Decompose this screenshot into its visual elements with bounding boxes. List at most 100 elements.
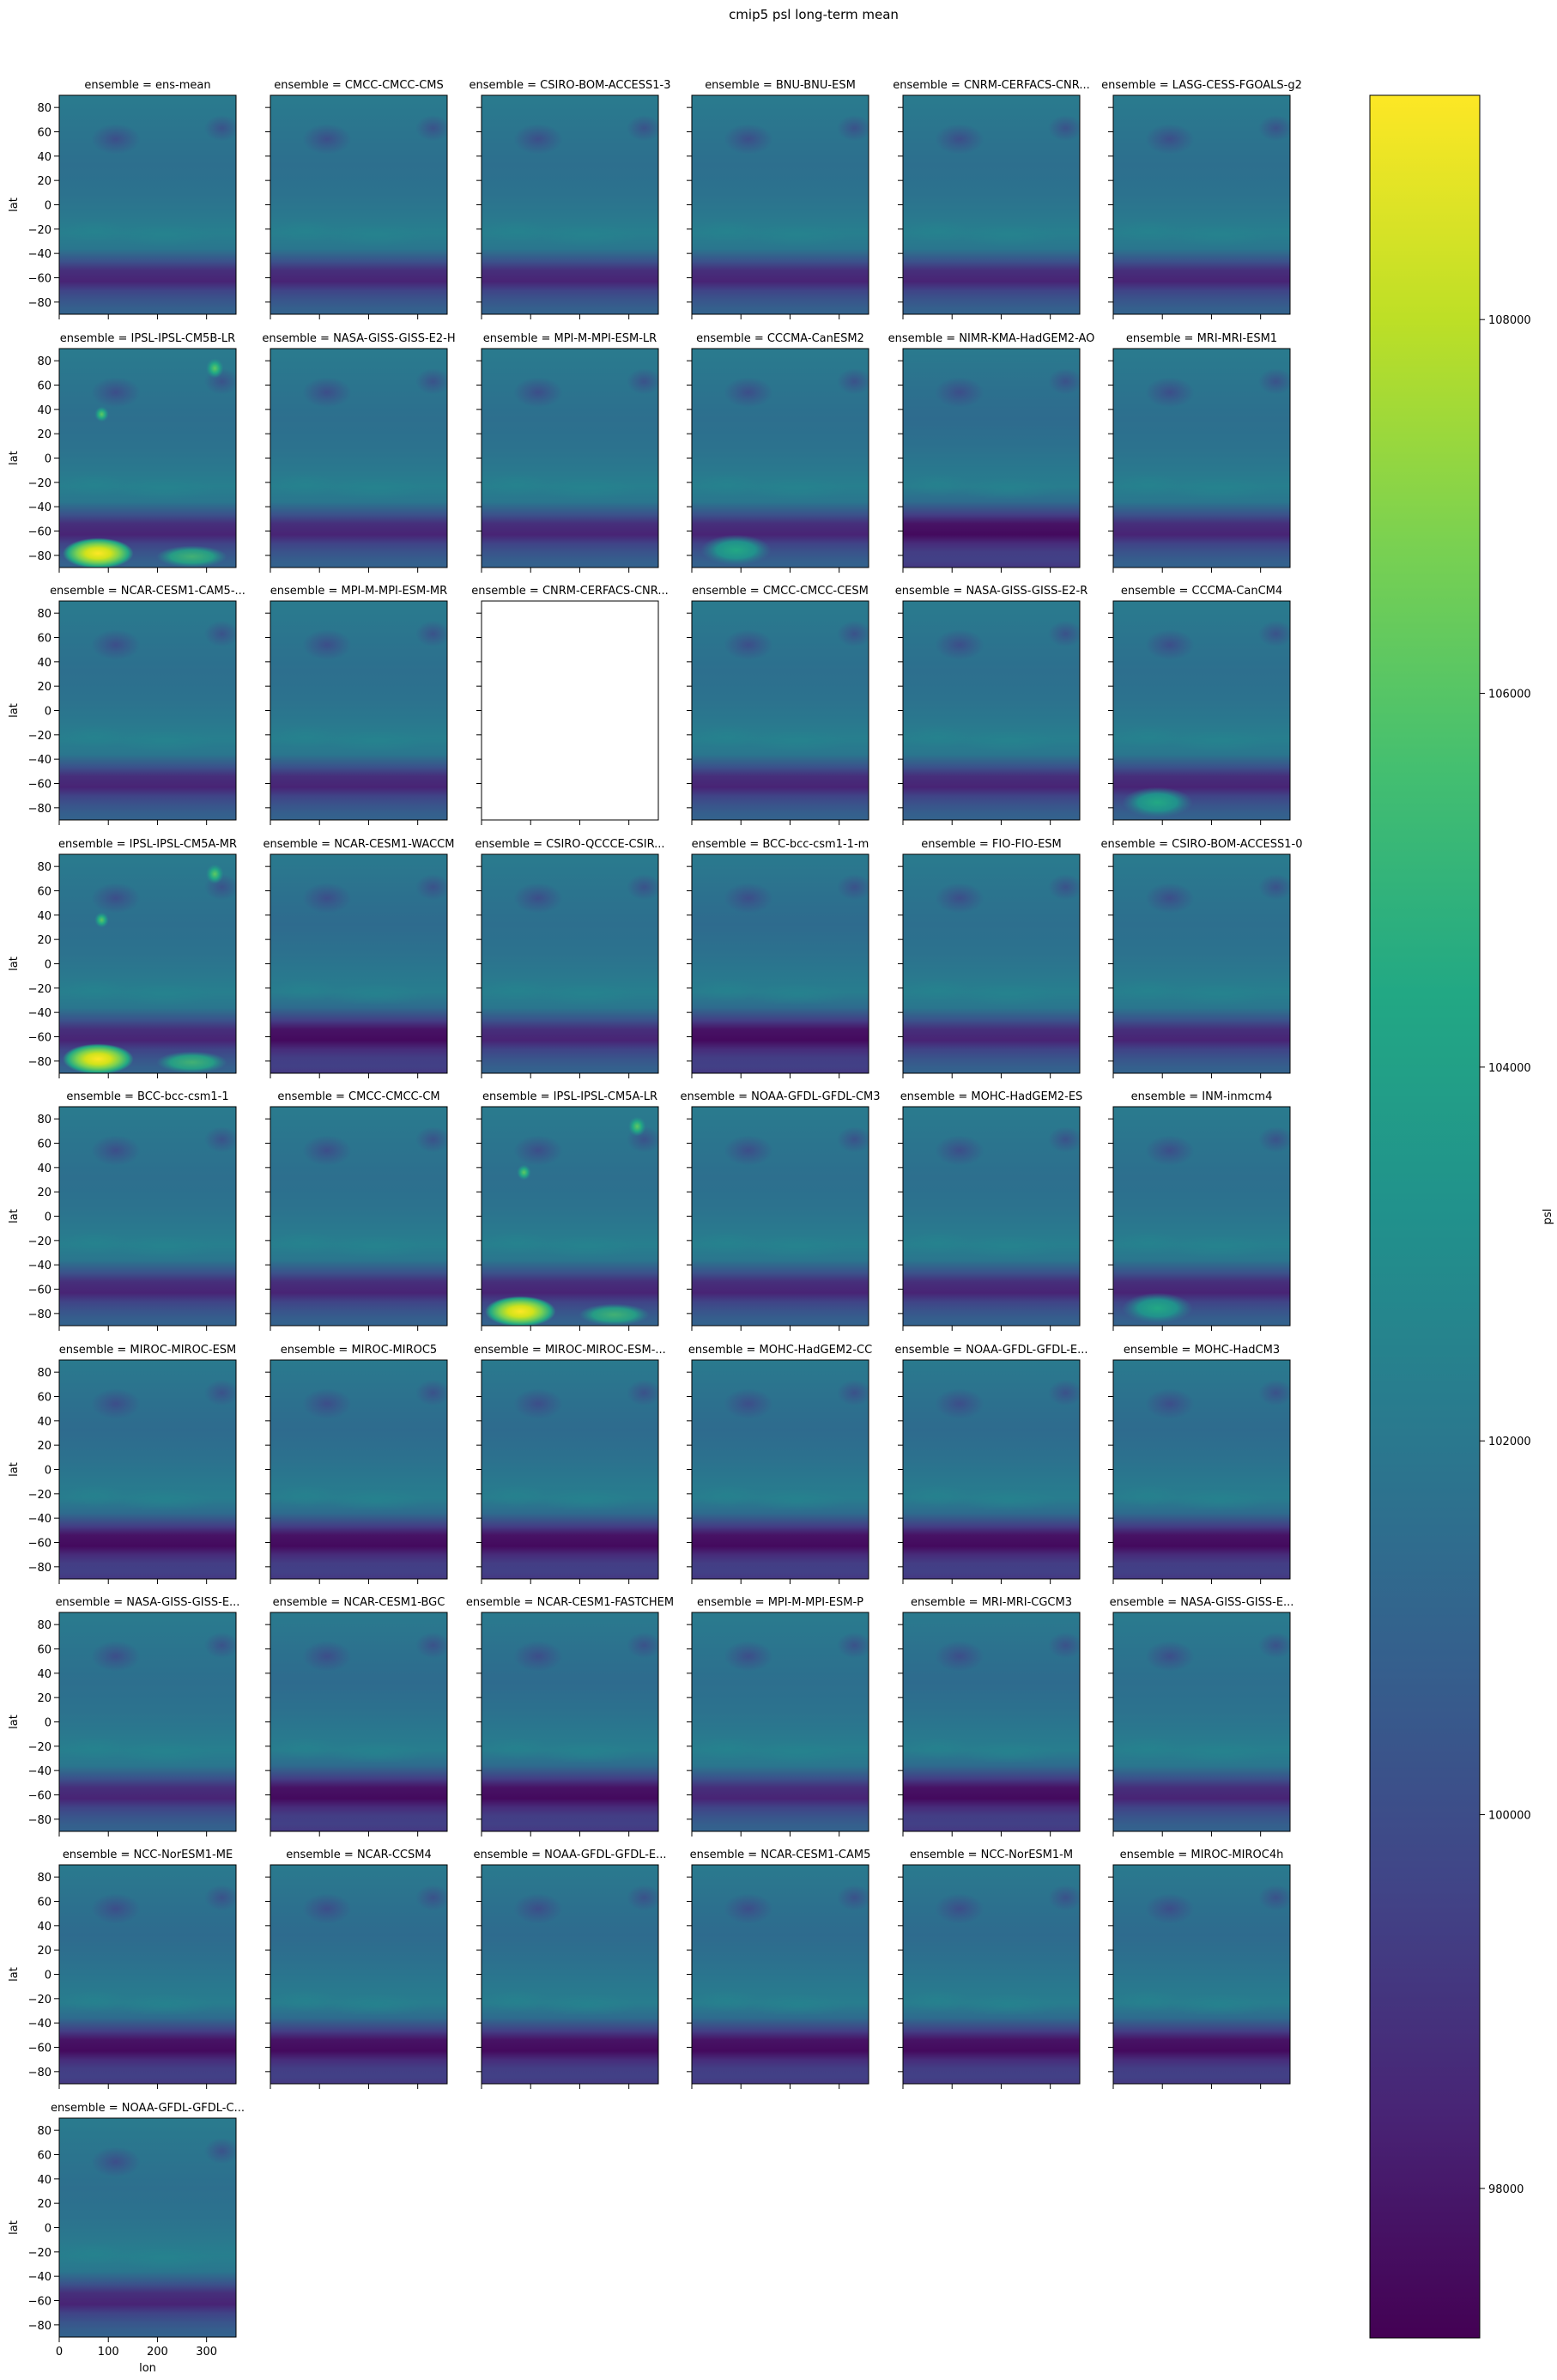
y-tick-label: 0 [45, 959, 51, 972]
facet-title: ensemble = BNU-BNU-ESM [705, 79, 856, 92]
heatmap-field [692, 854, 869, 1073]
y-tick-label: −60 [28, 1032, 51, 1045]
facet-panel: ensemble = NCAR-CESM1-BGC [265, 1596, 448, 1837]
y-tick-label: 20 [37, 681, 51, 694]
y-tick-label: 20 [37, 1187, 51, 1199]
y-tick-label: −60 [28, 273, 51, 286]
facet-title: ensemble = NCAR-CESM1-FASTCHEM [466, 1596, 674, 1609]
y-tick-label: −40 [28, 2018, 51, 2031]
facet-panel: ensemble = NASA-GISS-GISS-E... 80 60 40 20 0 −… [8, 1596, 239, 1837]
facet-title: ensemble = NCC-NorESM1-ME [63, 1849, 233, 1861]
facet-title: ensemble = CSIRO-BOM-ACCESS1-0 [1100, 838, 1302, 851]
facet-panel: ensemble = CNRM-CERFACS-CNR... [471, 585, 669, 825]
heatmap-field [270, 1612, 447, 1831]
colorbar-tick-label: 100000 [1488, 1810, 1531, 1823]
facet-panel: ensemble = LASG-CESS-FGOALS-g2 [1101, 79, 1302, 319]
facet-title: ensemble = NCC-NorESM1-M [910, 1849, 1073, 1861]
facet-title: ensemble = MPI-M-MPI-ESM-MR [270, 585, 447, 598]
heatmap-field [59, 1865, 236, 2084]
y-tick-label: 80 [37, 1619, 51, 1632]
y-axis-label: lat [8, 197, 21, 212]
y-tick-label: 40 [37, 1416, 51, 1429]
y-tick-label: 80 [37, 2125, 51, 2138]
y-tick-label: −80 [28, 803, 51, 816]
facet-panel: ensemble = MRI-MRI-CGCM3 [898, 1596, 1081, 1837]
x-tick-label: 100 [98, 2346, 119, 2359]
x-tick-label: 300 [196, 2346, 217, 2359]
y-tick-label: −60 [28, 2296, 51, 2309]
y-axis-label: lat [8, 2220, 21, 2235]
y-tick-label: −40 [28, 1513, 51, 1526]
facet-panel: ensemble = CNRM-CERFACS-CNR... [893, 79, 1090, 319]
heatmap-field [482, 1360, 658, 1579]
facet-panel: ensemble = CCCMA-CanESM2 [687, 332, 869, 573]
facet-panel: ensemble = NOAA-GFDL-GFDL-E... [894, 1344, 1088, 1584]
y-tick-label: −20 [28, 1741, 51, 1754]
facet-panel: ensemble = MOHC-HadGEM2-CC [687, 1344, 872, 1584]
facet-panel: ensemble = NCAR-CCSM4 [265, 1849, 448, 2089]
facet-panel: ensemble = BCC-bcc-csm1-1-m [687, 838, 869, 1078]
y-tick-label: 0 [45, 200, 51, 213]
facet-title: ensemble = MRI-MRI-CGCM3 [911, 1596, 1072, 1609]
colorbar-label: psl [1542, 1209, 1554, 1225]
facet-panel: ensemble = NOAA-GFDL-GFDL-CM3 [680, 1090, 881, 1331]
facet-panel: ensemble = NCC-NorESM1-M [898, 1849, 1081, 2089]
heatmap-field [59, 1107, 236, 1326]
facet-panel: ensemble = BCC-bcc-csm1-1 80 60 40 20 0 −20 −40… [8, 1090, 237, 1331]
y-tick-label: 40 [37, 151, 51, 164]
facet-panel: ensemble = NASA-GISS-GISS-E2-R [895, 585, 1087, 825]
facet-panel: ensemble = ens-mean 80 60 40 20 0 −20 −40 −60 −80… [8, 79, 237, 319]
facet-panel: ensemble = MPI-M-MPI-ESM-MR [265, 585, 448, 825]
y-tick-label: −60 [28, 2043, 51, 2055]
y-tick-label: 20 [37, 428, 51, 441]
y-tick-label: −40 [28, 1765, 51, 1778]
heatmap-field [1113, 1360, 1290, 1579]
facet-panel: ensemble = CMCC-CMCC-CM [265, 1090, 448, 1331]
facet-panel: ensemble = NCAR-CESM1-CAM5-... 80 60 40 20 0 −… [8, 585, 245, 825]
y-tick-label: 40 [37, 657, 51, 670]
heatmap-field [59, 1612, 236, 1831]
colorbar-tick-label: 102000 [1488, 1436, 1531, 1448]
y-axis-label: lat [8, 703, 21, 718]
y-tick-label: −80 [28, 2320, 51, 2333]
y-axis-label: lat [8, 451, 21, 465]
heatmap-field [692, 1360, 869, 1579]
y-tick-label: −20 [28, 477, 51, 490]
facet-title: ensemble = NOAA-GFDL-GFDL-E... [894, 1344, 1087, 1357]
facet-title: ensemble = NCAR-CESM1-WACCM [264, 838, 455, 851]
facet-panel: ensemble = CMCC-CMCC-CESM [687, 585, 869, 825]
facet-panel: ensemble = NASA-GISS-GISS-E... [1108, 1596, 1293, 1837]
y-tick-label: −20 [28, 1489, 51, 1502]
y-tick-label: −40 [28, 2271, 51, 2284]
facet-title: ensemble = LASG-CESS-FGOALS-g2 [1101, 79, 1302, 92]
facet-grid: ensemble = ens-mean806040200−20−40−60−80… [8, 79, 1303, 2375]
facet-panel: ensemble = IPSL-IPSL-CM5A-LR [476, 1090, 659, 1331]
y-tick-label: 20 [37, 2198, 51, 2211]
heatmap-field [1113, 1865, 1290, 2084]
y-tick-label: 60 [37, 127, 51, 140]
facet-title: ensemble = INM-inmcm4 [1131, 1090, 1273, 1103]
heatmap-field [270, 854, 447, 1073]
facet-title: ensemble = CNRM-CERFACS-CNR... [893, 79, 1090, 92]
y-axis-label: lat [8, 1209, 21, 1223]
y-tick-label: 20 [37, 934, 51, 947]
heatmap-field [1113, 1612, 1290, 1831]
y-tick-label: 40 [37, 910, 51, 923]
facet-panel: ensemble = MOHC-HadGEM2-ES [898, 1090, 1083, 1331]
colorbar-tick-label: 98000 [1488, 2183, 1524, 2196]
facet-title: ensemble = MPI-M-MPI-ESM-LR [483, 332, 657, 345]
facet-panel: ensemble = IPSL-IPSL-CM5A-MR 80 60 40 20 0 −20… [8, 838, 237, 1078]
facet-title: ensemble = BCC-bcc-csm1-1 [66, 1090, 228, 1103]
heatmap-field [1113, 1107, 1290, 1326]
facet-title: ensemble = NASA-GISS-GISS-E2-H [262, 332, 455, 345]
y-tick-label: 60 [37, 886, 51, 899]
y-tick-label: 20 [37, 1945, 51, 1958]
facet-title: ensemble = MOHC-HadGEM2-ES [900, 1090, 1083, 1103]
facet-title: ensemble = IPSL-IPSL-CM5A-LR [482, 1090, 657, 1103]
y-tick-label: −20 [28, 1994, 51, 2007]
heatmap-field [270, 601, 447, 820]
facet-panel: ensemble = CSIRO-QCCCE-CSIR... [475, 838, 665, 1078]
y-tick-label: −60 [28, 526, 51, 539]
y-tick-label: −80 [28, 1814, 51, 1827]
colorbar-tick-label: 104000 [1488, 1062, 1531, 1075]
